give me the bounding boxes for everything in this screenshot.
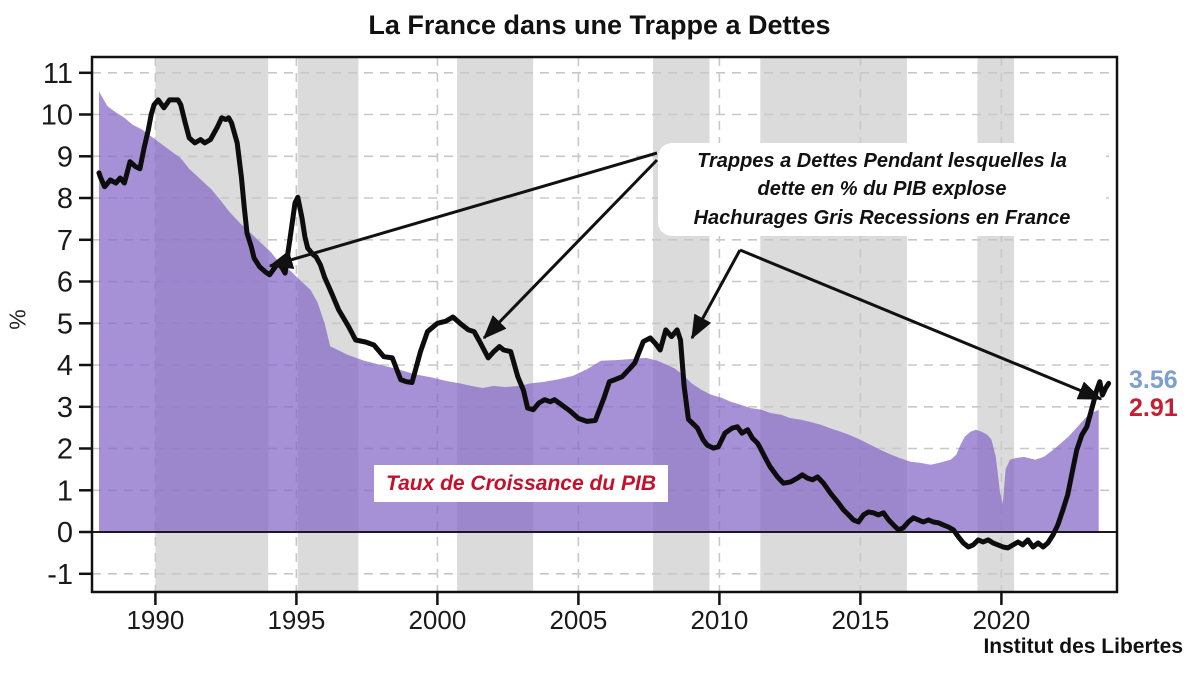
y-tick-label: 6 xyxy=(57,267,73,299)
y-tick-label: 8 xyxy=(57,183,73,215)
annotation-arrows xyxy=(268,151,1103,401)
gdp-growth-area-label: Taux de Croissance du PIB xyxy=(374,465,668,502)
y-tick-label: 2 xyxy=(57,434,73,466)
y-tick-label: 1 xyxy=(57,475,73,507)
y-tick-label: 3 xyxy=(57,392,73,424)
y-tick-label: 4 xyxy=(57,350,73,382)
x-tick-label: 2005 xyxy=(549,605,607,635)
end-value-black-line: 3.56 xyxy=(1129,366,1178,394)
debt-trap-annotation: Trappes a Dettes Pendant lesquelles la d… xyxy=(658,143,1106,236)
x-tick-label: 2015 xyxy=(831,605,889,635)
y-tick-label: -1 xyxy=(47,559,73,591)
credit-text: Institut des Libertes xyxy=(983,635,1183,658)
interest-rate-line xyxy=(96,97,1112,551)
chart-title: La France dans une Trappe a Dettes xyxy=(368,10,831,40)
x-tick-label: 2020 xyxy=(972,605,1030,635)
gdp-growth-area xyxy=(99,91,1099,532)
x-tick-label: 2010 xyxy=(690,605,748,635)
y-axis-label: % xyxy=(4,309,31,330)
y-tick-label: 7 xyxy=(57,225,73,257)
y-tick-label: 10 xyxy=(41,100,73,132)
y-tick-label: 5 xyxy=(57,308,73,340)
x-tick-label: 1995 xyxy=(267,605,325,635)
y-tick-label: 11 xyxy=(43,58,73,90)
y-tick-label: 9 xyxy=(57,141,73,173)
y-tick-label: 0 xyxy=(57,517,73,549)
axis-ticks-and-labels: -1 0 1 2 3 4 5 6 7 8 9 10 11 1990 1995 2000 2005 2010 2015… xyxy=(41,58,1031,635)
x-tick-label: 1990 xyxy=(126,605,184,635)
x-tick-label: 2000 xyxy=(408,605,466,635)
end-value-gdp-area: 2.91 xyxy=(1129,394,1178,422)
